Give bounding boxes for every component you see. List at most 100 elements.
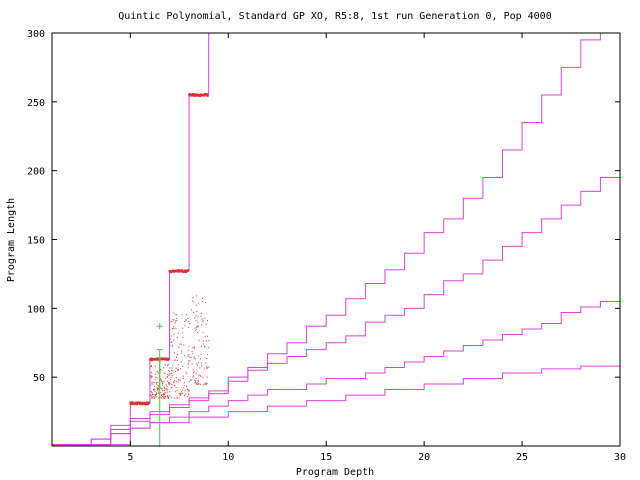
population-point (179, 395, 181, 397)
population-point (157, 372, 159, 374)
population-point (160, 392, 162, 394)
y-tick-label: 50 (33, 373, 45, 384)
population-point (202, 376, 204, 378)
population-point (188, 345, 190, 347)
population-point (175, 371, 177, 373)
population-point (177, 368, 179, 370)
population-point (185, 271, 188, 274)
population-point (200, 358, 202, 360)
population-point (140, 401, 143, 404)
population-point (167, 395, 169, 397)
population-point (184, 269, 187, 272)
population-point (161, 394, 163, 396)
population-point (170, 378, 172, 380)
population-point (154, 394, 156, 396)
population-point (150, 384, 152, 386)
population-point (196, 383, 198, 385)
population-point (179, 379, 181, 381)
population-point (192, 296, 194, 298)
population-point (156, 382, 158, 384)
population-point (206, 320, 208, 322)
population-point (158, 388, 160, 390)
population-point (168, 382, 170, 384)
population-point (167, 359, 170, 362)
population-point (185, 371, 187, 373)
population-point (166, 387, 168, 389)
population-point (174, 391, 176, 393)
population-point (150, 391, 152, 393)
population-point (162, 393, 164, 395)
population-point (170, 397, 172, 399)
population-point (163, 394, 165, 396)
population-point (177, 336, 179, 338)
population-point (192, 369, 194, 371)
x-tick-label: 15 (320, 452, 332, 463)
population-point (204, 345, 206, 347)
population-point (153, 388, 155, 390)
population-point (155, 392, 157, 394)
population-point (176, 396, 178, 398)
population-point (183, 378, 185, 380)
population-point (194, 317, 196, 319)
x-tick-label: 25 (516, 452, 528, 463)
population-point (162, 380, 164, 382)
population-point (196, 363, 198, 365)
population-point (191, 363, 193, 365)
population-point (192, 347, 194, 349)
population-point (190, 379, 192, 381)
population-point (147, 401, 150, 404)
population-point (196, 331, 198, 333)
population-point (206, 335, 208, 337)
population-point (166, 376, 168, 378)
population-point (200, 383, 202, 385)
population-point (188, 390, 190, 392)
population-point (181, 327, 183, 329)
population-point (175, 320, 177, 322)
population-point (156, 371, 158, 373)
population-point (192, 93, 195, 96)
population-point (130, 403, 133, 406)
population-point (155, 396, 157, 398)
population-point (129, 401, 132, 404)
population-point (193, 356, 195, 358)
population-point (156, 389, 158, 391)
population-point (174, 385, 176, 387)
population-point (167, 395, 169, 397)
population-point (157, 390, 159, 392)
population-point (167, 382, 169, 384)
population-point (175, 381, 177, 383)
population-point (201, 312, 203, 314)
population-point (195, 373, 197, 375)
population-point (188, 394, 190, 396)
population-point (194, 327, 196, 329)
population-point (208, 347, 210, 349)
population-point (151, 394, 153, 396)
population-point (164, 388, 166, 390)
population-point (166, 385, 168, 387)
population-point (202, 319, 204, 321)
population-point (208, 366, 210, 368)
population-point (163, 393, 165, 395)
population-point (161, 395, 163, 397)
population-point (154, 388, 156, 390)
population-point (161, 380, 163, 382)
population-point (202, 301, 204, 303)
population-point (180, 394, 182, 396)
population-point (191, 351, 193, 353)
population-point (158, 392, 160, 394)
population-point (161, 388, 163, 390)
population-point (206, 358, 208, 360)
population-point (184, 324, 186, 326)
boundary-line (52, 294, 620, 446)
y-tick-label: 300 (27, 29, 45, 40)
population-point (188, 360, 190, 362)
population-point (152, 397, 154, 399)
population-point (206, 94, 209, 97)
population-point (157, 385, 159, 387)
population-point (173, 326, 175, 328)
population-point (173, 352, 175, 354)
population-point (165, 392, 167, 394)
population-point (167, 364, 169, 366)
population-point (164, 372, 166, 374)
